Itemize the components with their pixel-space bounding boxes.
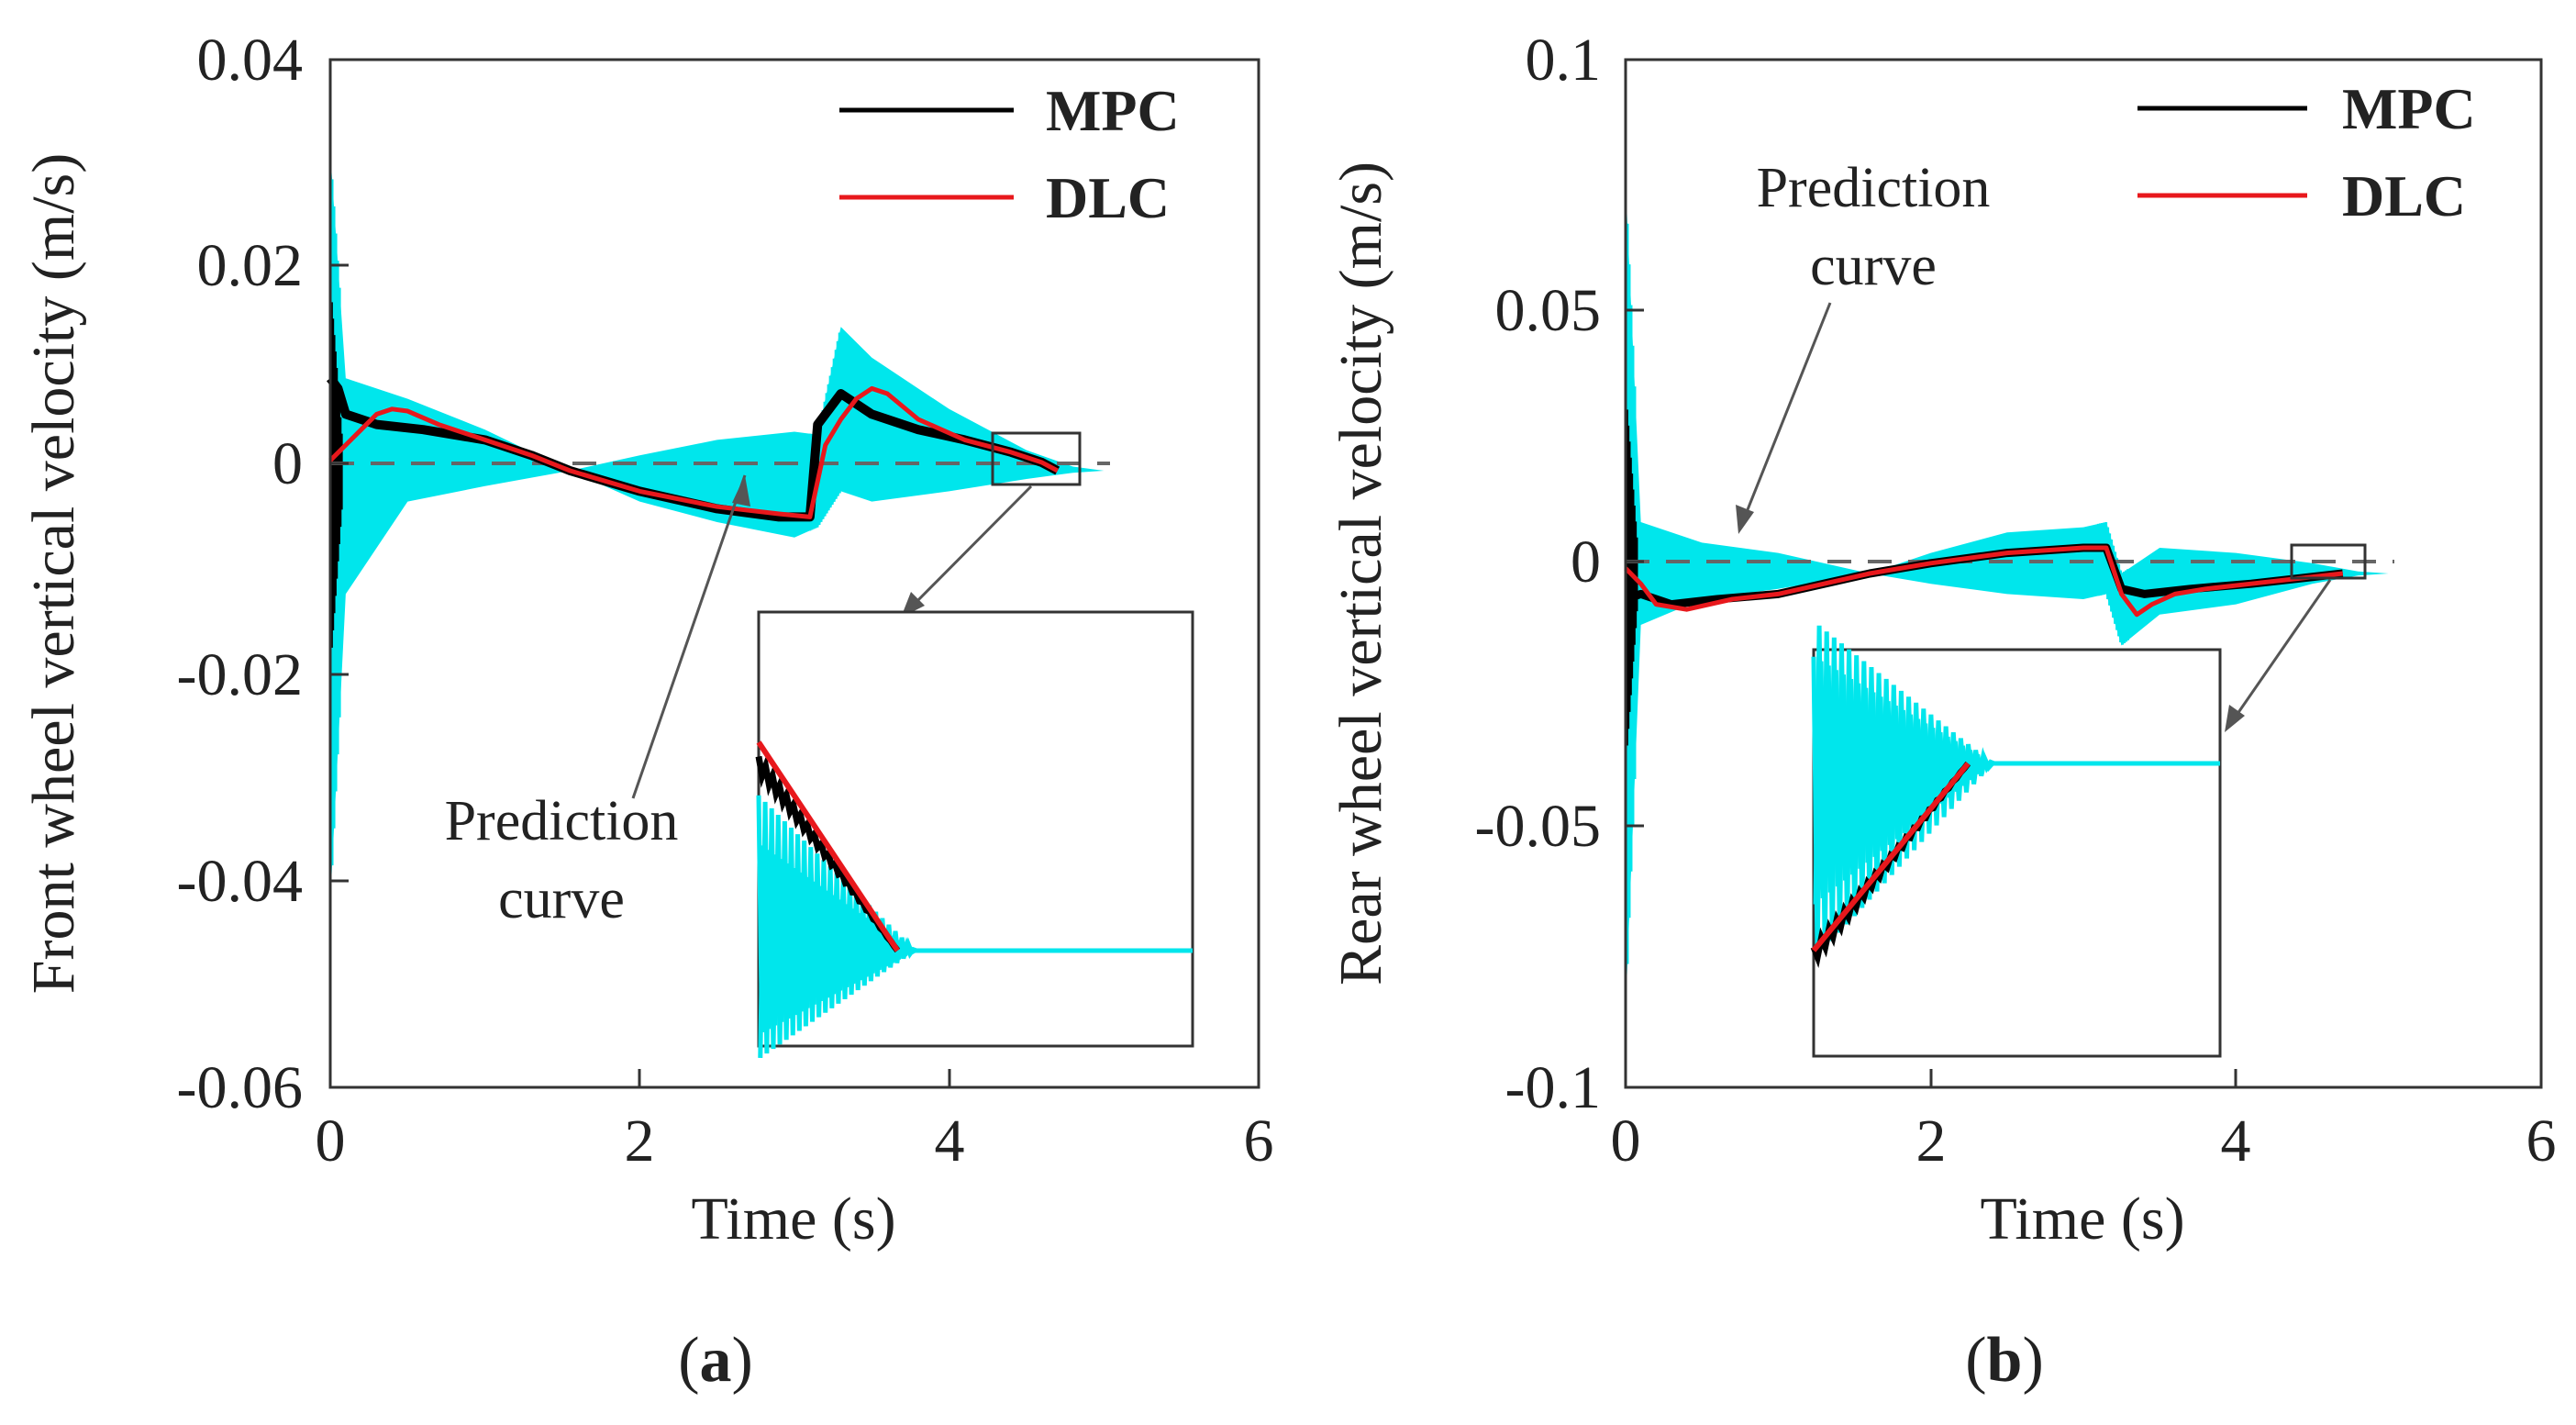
x-tick-label-b: 6 [2526, 1108, 2557, 1175]
x-axis-label-a: Time (s) [691, 1186, 895, 1252]
y-tick-label-b: -0.1 [1505, 1054, 1601, 1121]
x-ticks-b [1929, 1069, 2237, 1087]
y-tick-label-b: 0.05 [1495, 277, 1602, 344]
x-tick-label-a: 6 [1244, 1108, 1274, 1175]
annotation-arrow-a [631, 474, 747, 799]
dlc-series-line-b [1624, 545, 2344, 618]
inset-prediction-oscillation [1813, 625, 1995, 905]
x-tick-label-a: 2 [625, 1108, 655, 1175]
x-tick-label-b: 2 [1916, 1108, 1947, 1175]
panel-label-close-b: ) [2022, 1325, 2043, 1396]
panel-label-a: (a) [678, 1325, 753, 1396]
y-tick-label-a: -0.02 [177, 641, 303, 708]
panel-label-letter-b: b [1987, 1325, 2023, 1396]
y-tick-label-a: 0 [272, 430, 303, 497]
inset-traces-b [1810, 625, 2220, 969]
svg-text:(b): (b) [1965, 1325, 2044, 1396]
x-tick-label-b: 4 [2221, 1108, 2251, 1175]
panel-label-open-b: ( [1965, 1325, 1986, 1396]
zoom-region-box-b [2290, 543, 2367, 580]
panel-a-front-wheel-velocity-chart: 0.04 0.02 0 -0.02 -0.04 -0.06 0 2 4 6 Ti… [20, 27, 1274, 1252]
zoom-arrow-b [2229, 579, 2332, 724]
prediction-envelope-fill [1626, 183, 2389, 1010]
annotation-text-a: Prediction [445, 790, 679, 852]
plot-area-frame-a [328, 58, 1260, 1089]
annotation-arrowhead-b [1736, 505, 1754, 534]
dlc-series-line-a [328, 385, 1059, 519]
annotation-text-b: Prediction [1757, 157, 1991, 219]
legend-label-mpc-b: MPC [2342, 76, 2476, 141]
panel-label-b: (b) [1965, 1325, 2044, 1396]
y-axis-label-a: Front wheel vertical velocity (m/s) [20, 153, 87, 994]
y-tick-label-b: 0.1 [1526, 27, 1602, 94]
inset-zoom-plot-b [1810, 625, 2222, 1058]
panel-label-close-a: ) [732, 1325, 753, 1396]
inset-traces-a [755, 740, 1193, 1058]
y-tick-label-b: 0 [1571, 529, 1601, 596]
svg-text:(a): (a) [678, 1325, 753, 1396]
x-tick-label-a: 4 [935, 1108, 965, 1175]
inset-zoom-plot-a [755, 610, 1194, 1058]
x-axis-label-b: Time (s) [1980, 1186, 2184, 1252]
zoom-arrowhead-b [2225, 705, 2245, 732]
panel-b-rear-wheel-velocity-chart: 0.1 0.05 0 -0.05 -0.1 0 2 4 6 Time (s) R… [1327, 27, 2557, 1252]
annotation-arrowhead-a [732, 475, 750, 507]
inset-dlc-trace [756, 740, 900, 952]
y-tick-label-a: -0.06 [177, 1054, 303, 1121]
legend-label-dlc-b: DLC [2342, 163, 2466, 228]
y-tick-label-a: 0.04 [197, 27, 304, 94]
annotation-text-a: curve [498, 868, 625, 930]
inset-dlc-trace [1811, 762, 1971, 952]
plot-area-frame-b [1624, 58, 2543, 1089]
y-ticks-a [330, 263, 349, 883]
legend-label-dlc-a: DLC [1046, 165, 1170, 230]
legend-label-mpc-a: MPC [1046, 78, 1180, 143]
annotation-text-b: curve [1810, 235, 1937, 297]
inset-prediction-oscillation [758, 845, 917, 1058]
y-ticks-b [1626, 308, 1644, 828]
zoom-region-box-a [991, 431, 1082, 486]
y-tick-label-a: 0.02 [197, 232, 304, 299]
y-axis-label-b: Rear wheel vertical velocity (m/s) [1327, 161, 1394, 985]
x-ticks-a [638, 1069, 951, 1087]
x-tick-label-b: 0 [1611, 1108, 1641, 1175]
y-tick-label-b: -0.05 [1475, 793, 1601, 860]
panel-label-open-a: ( [678, 1325, 699, 1396]
panel-label-letter-a: a [700, 1325, 732, 1396]
annotation-arrow-b [1741, 302, 1832, 522]
x-tick-label-a: 0 [316, 1108, 346, 1175]
zoom-arrow-a [906, 484, 1033, 612]
y-tick-label-a: -0.04 [177, 848, 303, 915]
